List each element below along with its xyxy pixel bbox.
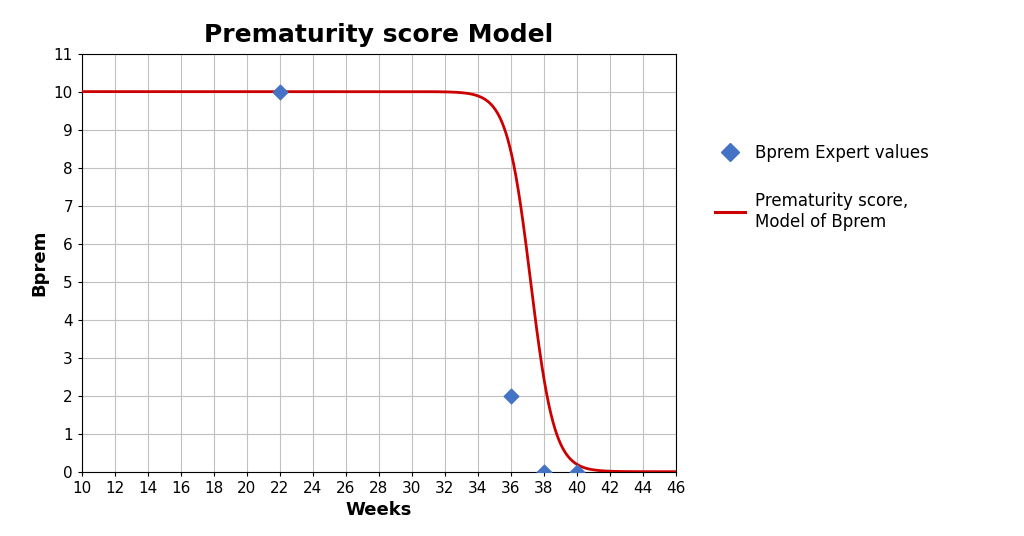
Legend: Bprem Expert values, Prematurity score,
Model of Bprem: Bprem Expert values, Prematurity score, … <box>708 137 935 237</box>
Point <box>503 391 519 400</box>
X-axis label: Weeks: Weeks <box>346 501 412 519</box>
Y-axis label: Bprem: Bprem <box>30 229 48 296</box>
Title: Prematurity score Model: Prematurity score Model <box>204 24 554 48</box>
Point <box>568 467 585 476</box>
Point <box>271 87 288 96</box>
Point <box>536 467 552 476</box>
